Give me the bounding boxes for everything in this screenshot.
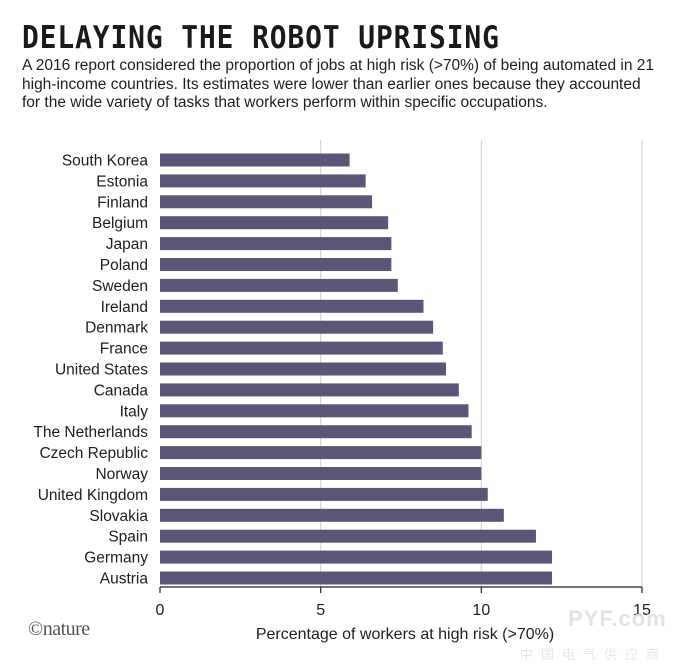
bar-ireland [160,299,424,313]
x-axis: 0 5 10 15 [156,586,651,619]
category-label: Germany [84,550,148,567]
bar-spain [160,529,536,543]
category-label: Sweden [92,278,148,295]
category-label: Estonia [96,173,148,190]
category-label: Finland [97,194,148,211]
category-label: Spain [108,529,148,546]
watermark-logo: PYF.com [568,606,667,631]
bar-austria [160,571,553,585]
bar-canada [160,383,459,397]
category-label: France [100,341,148,358]
nature-logo: ©nature [28,618,90,640]
bar-south-korea [160,153,350,167]
category-label: United States [55,362,148,379]
x-axis-label: Percentage of workers at high risk (>70%… [256,626,554,643]
chart-title: DELAYING THE ROBOT UPRISING [22,20,500,56]
bar-belgium [160,216,389,230]
category-label: Czech Republic [39,445,148,462]
category-label: United Kingdom [38,487,148,504]
bar-sweden [160,278,398,292]
bar-united-kingdom [160,487,488,501]
category-label: Italy [120,403,149,420]
bar-slovakia [160,508,504,522]
bar-united-states [160,362,446,376]
category-labels: South Korea Estonia Finland Belgium Japan Pol… [33,153,148,588]
bar-italy [160,404,469,418]
bar-france [160,341,443,355]
category-label: Ireland [101,299,148,316]
category-label: Denmark [85,320,148,337]
bar-the-netherlands [160,425,472,439]
category-label: Austria [100,571,149,588]
category-label: Norway [95,466,148,483]
bar-estonia [160,174,366,188]
bar-norway [160,467,482,480]
category-label: Japan [106,236,148,253]
category-label: The Netherlands [33,424,148,441]
chart-subtitle: A 2016 report considered the proportion … [22,57,655,111]
bar-germany [160,550,553,564]
bars [160,153,553,585]
bar-japan [160,237,392,251]
bar-czech-republic [160,446,482,460]
x-tick-label: 10 [472,602,490,619]
category-label: Belgium [92,215,148,232]
bar-finland [160,195,373,209]
x-tick-label: 15 [633,602,651,619]
x-tick-label: 5 [316,602,325,619]
watermark-caption: 中国电气供应商 [520,648,668,663]
category-label: Canada [94,382,149,399]
category-label: Slovakia [89,508,148,525]
category-label: South Korea [62,153,149,170]
x-tick-label: 0 [156,602,165,619]
category-label: Poland [100,257,148,274]
bar-poland [160,258,392,271]
bar-denmark [160,320,434,334]
